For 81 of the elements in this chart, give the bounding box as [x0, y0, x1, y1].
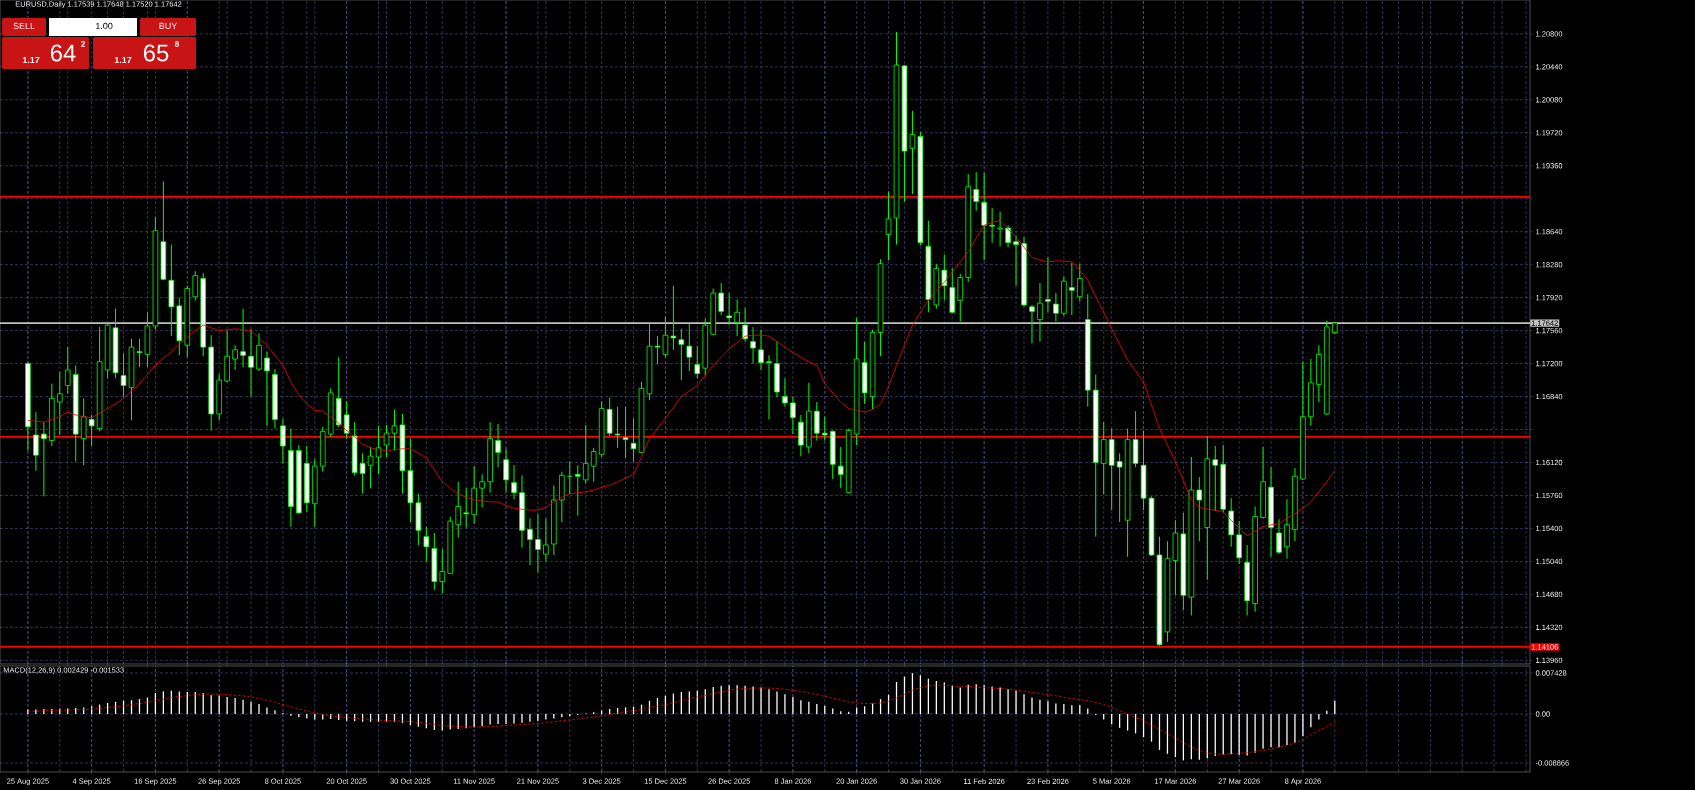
candlestick	[1116, 452, 1123, 523]
candlestick	[1037, 282, 1043, 343]
candlestick	[423, 526, 430, 562]
candlestick	[248, 328, 254, 398]
annotation: 1.17	[22, 56, 40, 64]
candlestick	[742, 307, 748, 343]
candlestick	[814, 401, 820, 442]
candlestick	[566, 461, 573, 496]
candlestick	[590, 447, 597, 483]
candlestick	[535, 513, 541, 573]
candlestick	[670, 285, 677, 351]
candlestick	[758, 329, 764, 371]
candlestick	[1069, 262, 1075, 316]
candlestick	[614, 406, 621, 449]
candlestick	[766, 354, 772, 420]
candlestick	[686, 323, 693, 372]
candlestick	[1196, 476, 1203, 542]
candlestick	[822, 416, 828, 442]
annotation: 64	[50, 44, 76, 62]
candlestick	[41, 421, 47, 497]
candlestick	[33, 411, 39, 472]
candlestick	[694, 345, 701, 379]
candlestick	[1228, 497, 1234, 548]
annotation: 65	[143, 44, 169, 62]
candlestick	[734, 298, 740, 337]
candlestick	[1077, 263, 1083, 302]
candlestick	[790, 396, 796, 435]
candlestick	[606, 396, 613, 437]
candlestick	[455, 481, 462, 539]
candlestick	[503, 448, 509, 493]
candlestick	[511, 464, 517, 500]
candlestick	[343, 400, 350, 440]
candlestick	[997, 211, 1003, 247]
candlestick	[622, 406, 629, 459]
candlestick	[479, 473, 485, 508]
candlestick	[1236, 520, 1242, 565]
candlestick	[192, 270, 199, 301]
candlestick	[264, 351, 270, 427]
annotation: 1.00	[96, 22, 113, 30]
candlestick	[495, 423, 501, 468]
candlestick	[543, 517, 549, 562]
candlestick	[574, 464, 581, 517]
candlestick	[1053, 292, 1059, 322]
candlestick	[726, 292, 732, 326]
annotation: SELL	[13, 22, 35, 30]
candlestick	[463, 487, 469, 529]
candlestick	[1045, 256, 1051, 313]
candlestick	[240, 308, 246, 368]
candlestick	[88, 414, 95, 447]
candlestick	[973, 171, 979, 212]
candlestick	[1132, 410, 1139, 468]
candlestick	[280, 418, 286, 464]
candlestick	[1276, 518, 1282, 555]
candlestick	[1100, 421, 1107, 496]
candlestick	[232, 344, 238, 371]
candlestick	[718, 282, 724, 316]
candlestick	[981, 172, 987, 261]
candlestick	[1005, 224, 1011, 248]
annotation: 1.17	[114, 56, 132, 64]
candlestick	[56, 371, 63, 436]
candlestick	[750, 326, 756, 365]
candlestick	[1029, 304, 1035, 344]
candlestick	[439, 548, 446, 594]
candlestick	[1013, 234, 1019, 287]
candlestick	[1212, 445, 1219, 512]
candlestick	[941, 254, 948, 301]
candlestick	[837, 446, 844, 489]
annotation: BUY	[159, 22, 178, 30]
candlestick	[256, 332, 262, 372]
candlestick	[957, 273, 964, 322]
candlestick	[359, 452, 366, 495]
candlestick	[1284, 498, 1290, 560]
candlestick	[582, 424, 589, 485]
candlestick	[662, 316, 669, 358]
candlestick	[678, 328, 685, 381]
candlestick	[80, 397, 87, 466]
candlestick	[64, 346, 71, 395]
candlestick	[527, 517, 533, 566]
candlestick	[782, 377, 788, 408]
candlestick	[989, 207, 995, 244]
candlestick	[798, 414, 804, 457]
